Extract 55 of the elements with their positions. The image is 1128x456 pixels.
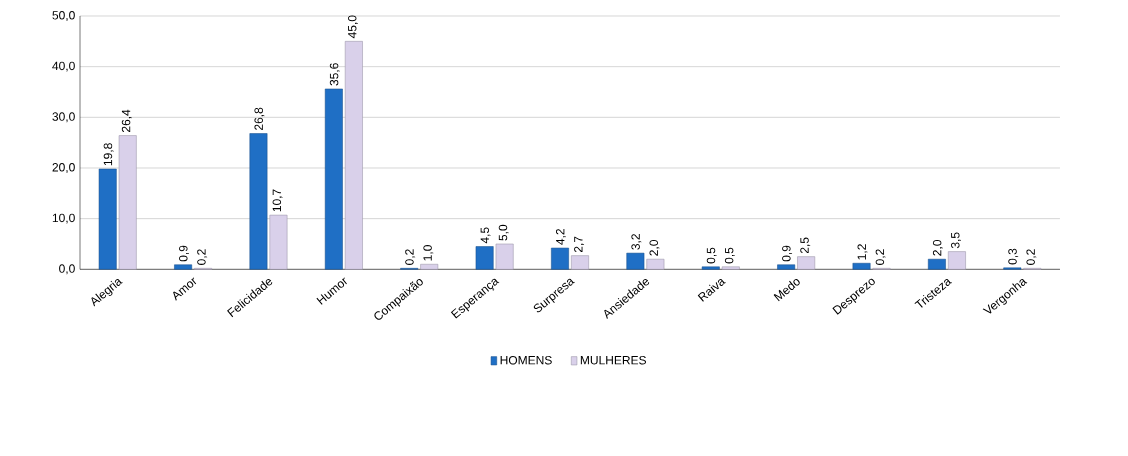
data-label: 5,0 (498, 224, 509, 241)
y-tick-label: 20,0 (52, 163, 75, 173)
bar (551, 247, 569, 270)
bar (475, 246, 494, 270)
bar (420, 263, 439, 270)
data-label: 4,5 (480, 227, 491, 244)
data-label: 0,2 (1026, 249, 1037, 265)
bar (852, 262, 871, 270)
data-label: 10,7 (272, 189, 283, 212)
data-label: 0,9 (782, 245, 793, 262)
data-label: 35,6 (329, 63, 340, 86)
data-label: 3,5 (951, 232, 961, 249)
data-label: 0,2 (875, 249, 886, 265)
y-tick-label: 50,0 (52, 11, 75, 21)
bar (174, 264, 193, 270)
data-label: 26,8 (254, 107, 265, 130)
bar (344, 41, 363, 270)
data-label: 2,5 (800, 237, 811, 254)
data-label: 0,9 (179, 245, 189, 262)
data-label: 26,4 (121, 109, 132, 133)
data-label: 0,2 (405, 249, 416, 265)
legend-label: HOMENS (500, 355, 552, 365)
y-tick-label: 0,0 (59, 264, 75, 275)
data-label: 2,0 (932, 240, 943, 256)
y-tick-label: 10,0 (52, 213, 75, 224)
bar (721, 266, 740, 270)
data-label: 3,2 (631, 234, 642, 250)
y-tick-label: 30,0 (52, 112, 75, 123)
bar (249, 133, 268, 270)
data-label: 1,0 (423, 245, 434, 261)
data-label: 2,0 (649, 240, 660, 256)
bar (626, 252, 645, 270)
legend-label: MULHERES (580, 355, 647, 365)
bar (495, 243, 514, 270)
bar (98, 168, 117, 270)
data-label: 19,8 (103, 143, 114, 166)
data-label: 1,2 (857, 244, 868, 260)
data-label: 0,5 (724, 247, 735, 264)
data-label: 45,0 (347, 15, 358, 39)
bar (646, 258, 665, 270)
bar (269, 214, 288, 270)
data-label: 0,5 (706, 247, 717, 264)
y-tick-label: 40,0 (52, 61, 75, 72)
bar (118, 135, 137, 270)
bar (797, 256, 816, 270)
data-label: 2,7 (574, 236, 585, 253)
data-label: 0,3 (1008, 248, 1019, 265)
bar (571, 255, 589, 270)
bar (947, 251, 966, 270)
data-label: 4,2 (555, 229, 566, 245)
bar (777, 264, 796, 270)
bar (701, 266, 720, 270)
bar (324, 88, 343, 270)
data-label: 0,2 (197, 249, 208, 265)
bar (927, 258, 946, 270)
